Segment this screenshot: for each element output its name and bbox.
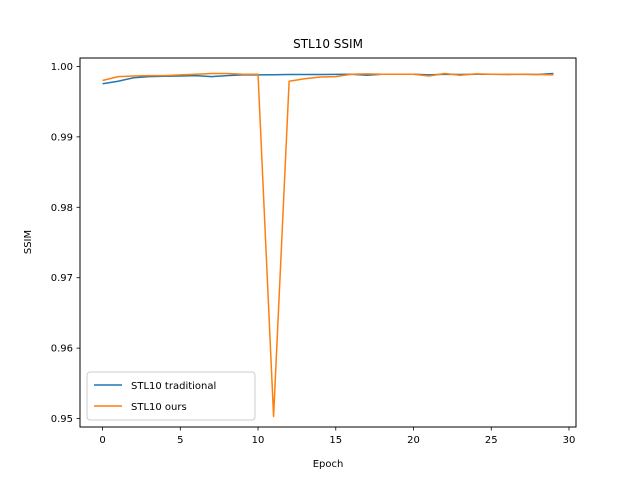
y-axis-title: SSIM [23,230,34,254]
chart-title: STL10 SSIM [293,37,363,51]
y-tick-label: 0.97 [51,273,73,284]
legend-label-traditional: STL10 traditional [131,381,216,392]
x-tick-label: 5 [177,435,183,446]
y-tick-label: 0.96 [51,344,73,355]
x-tick-label: 25 [485,435,498,446]
x-tick-label: 10 [252,435,265,446]
series-line-ours [102,72,554,418]
x-axis-title: Epoch [313,459,344,470]
y-tick-label: 1.00 [51,62,73,73]
x-tick-label: 0 [99,435,105,446]
x-tick-label: 15 [329,435,342,446]
y-tick-label: 0.98 [51,203,73,214]
legend-label-ours: STL10 ours [131,402,187,413]
legend-box [86,371,256,421]
plot-frame [79,57,577,428]
x-axis-ticks: 0 5 10 15 20 25 30 [99,427,575,446]
y-tick-label: 0.95 [51,414,73,425]
legend: STL10 traditional STL10 ours [86,371,256,421]
y-tick-label: 0.99 [51,132,73,143]
x-tick-label: 20 [407,435,420,446]
x-tick-label: 30 [563,435,576,446]
y-axis-ticks: 0.95 0.96 0.97 0.98 0.99 1.00 [51,62,80,425]
plot-lines [102,72,554,418]
